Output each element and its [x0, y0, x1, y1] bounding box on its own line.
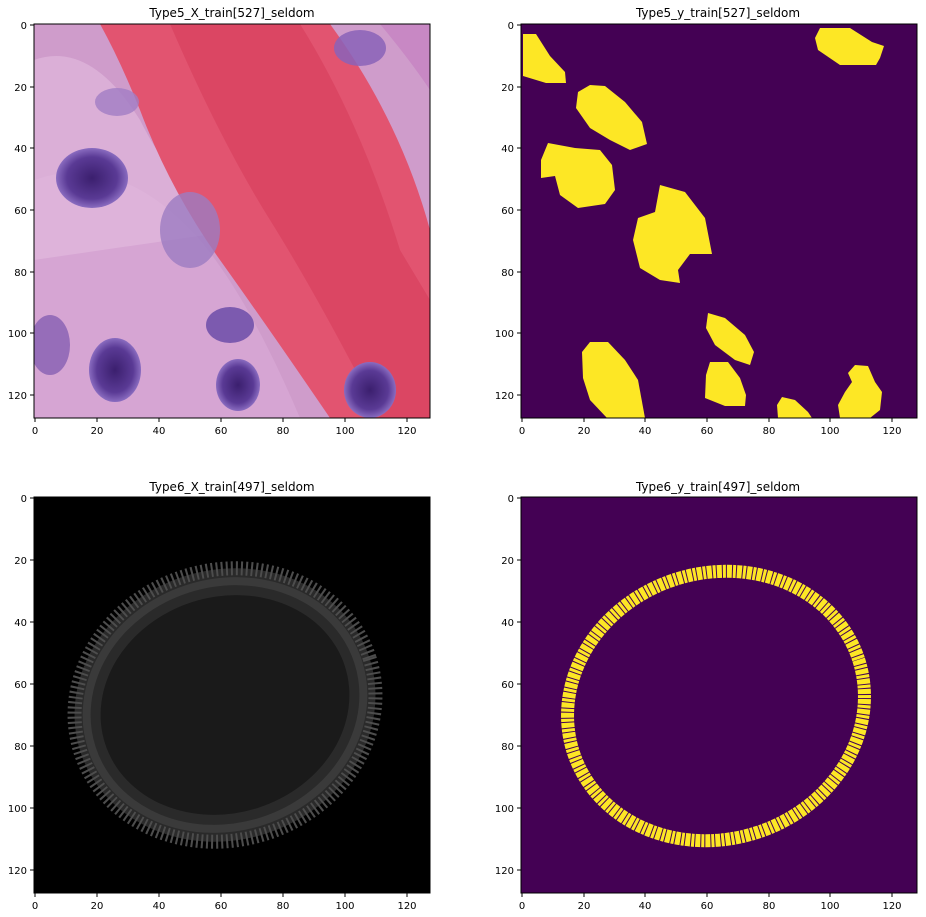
x-tick-label: 40 — [639, 901, 652, 912]
y-tick-label: 40 — [14, 144, 27, 155]
x-tick-label: 40 — [153, 901, 166, 912]
x-tick-label: 120 — [882, 426, 901, 437]
panel-type6-y-train: Type6_y_train[497]_seldom 0 20 40 60 80 … — [495, 480, 918, 912]
x-tick-label: 0 — [32, 901, 38, 912]
x-tick-label: 20 — [91, 901, 104, 912]
mask-blob — [523, 34, 566, 83]
nucleus — [160, 192, 220, 268]
mask-blob — [838, 365, 882, 418]
panel-title: Type6_y_train[497]_seldom — [635, 480, 800, 494]
nucleus — [89, 338, 141, 402]
y-tick-label: 100 — [495, 804, 514, 815]
y-tick-label: 60 — [501, 206, 514, 217]
y-tick-label: 20 — [501, 556, 514, 567]
x-tick-label: 100 — [820, 426, 839, 437]
nucleus — [206, 307, 254, 343]
y-tick-label: 0 — [508, 494, 514, 505]
x-tick-label: 20 — [91, 426, 104, 437]
y-tick-label: 40 — [501, 144, 514, 155]
panel-title: Type5_X_train[527]_seldom — [148, 6, 314, 20]
x-tick-label: 120 — [397, 426, 416, 437]
y-tick-label: 80 — [501, 742, 514, 753]
x-tick-label: 100 — [820, 901, 839, 912]
x-tick-label: 0 — [32, 426, 38, 437]
panel-type5-y-train: Type5_y_train[527]_seldom 0 20 40 60 80 … — [495, 6, 918, 437]
mask-background — [521, 24, 917, 418]
x-tick-label: 40 — [639, 426, 652, 437]
mask-blob — [633, 185, 712, 283]
nucleus — [56, 148, 128, 208]
x-tick-label: 100 — [335, 426, 354, 437]
x-tick-label: 80 — [763, 426, 776, 437]
mask-ring — [561, 564, 871, 848]
mask-blob — [706, 313, 754, 365]
nucleus — [95, 88, 139, 116]
x-tick-label: 20 — [578, 426, 591, 437]
x-axis — [34, 418, 408, 422]
y-tick-label: 60 — [14, 680, 27, 691]
panel-type6-x-train: Type6_X_train[497]_seldom 0 20 40 60 80 … — [8, 480, 431, 912]
mask-blob — [576, 85, 647, 150]
mask-blobs — [523, 28, 884, 418]
mask-background — [521, 497, 917, 893]
y-tick-label: 20 — [14, 83, 27, 94]
nucleus — [344, 362, 396, 418]
y-tick-label: 120 — [495, 866, 514, 877]
x-tick-label: 0 — [519, 426, 525, 437]
nucleus — [216, 359, 260, 411]
x-tick-label: 80 — [277, 901, 290, 912]
panel-title: Type5_y_train[527]_seldom — [635, 6, 800, 20]
x-tick-label: 40 — [153, 426, 166, 437]
y-tick-label: 120 — [8, 391, 27, 402]
mask-blob — [815, 28, 884, 65]
nucleus — [34, 315, 70, 375]
y-tick-label: 100 — [8, 329, 27, 340]
x-tick-label: 20 — [578, 901, 591, 912]
panel-title: Type6_X_train[497]_seldom — [148, 480, 314, 494]
x-tick-label: 100 — [335, 901, 354, 912]
mask-blob — [777, 397, 812, 418]
y-tick-label: 120 — [495, 391, 514, 402]
y-tick-label: 20 — [501, 83, 514, 94]
x-tick-label: 60 — [215, 901, 228, 912]
histology-image — [34, 24, 430, 418]
y-tick-label: 100 — [495, 329, 514, 340]
x-tick-label: 60 — [701, 426, 714, 437]
x-tick-label: 0 — [519, 901, 525, 912]
y-tick-label: 60 — [14, 206, 27, 217]
x-tick-label: 60 — [215, 426, 228, 437]
y-tick-label: 100 — [8, 804, 27, 815]
y-tick-label: 80 — [14, 268, 27, 279]
mask-blob — [582, 342, 645, 418]
fluorescence-image — [34, 497, 430, 893]
x-tick-label: 120 — [397, 901, 416, 912]
panel-type5-x-train: Type5_X_train[527]_seldom — [8, 6, 431, 437]
y-tick-label: 80 — [14, 742, 27, 753]
mask-blob — [705, 362, 746, 406]
x-tick-label: 120 — [882, 901, 901, 912]
y-tick-label: 0 — [21, 494, 27, 505]
y-tick-label: 120 — [8, 866, 27, 877]
y-axis — [30, 24, 34, 396]
x-tick-label: 60 — [701, 901, 714, 912]
y-tick-label: 0 — [508, 21, 514, 32]
x-tick-label: 80 — [277, 426, 290, 437]
y-tick-label: 80 — [501, 268, 514, 279]
y-tick-label: 40 — [14, 618, 27, 629]
y-tick-label: 20 — [14, 556, 27, 567]
y-tick-label: 0 — [21, 21, 27, 32]
mask-blob — [541, 143, 615, 208]
nucleus — [334, 30, 386, 66]
y-tick-label: 60 — [501, 680, 514, 691]
y-tick-label: 40 — [501, 618, 514, 629]
x-tick-label: 80 — [763, 901, 776, 912]
